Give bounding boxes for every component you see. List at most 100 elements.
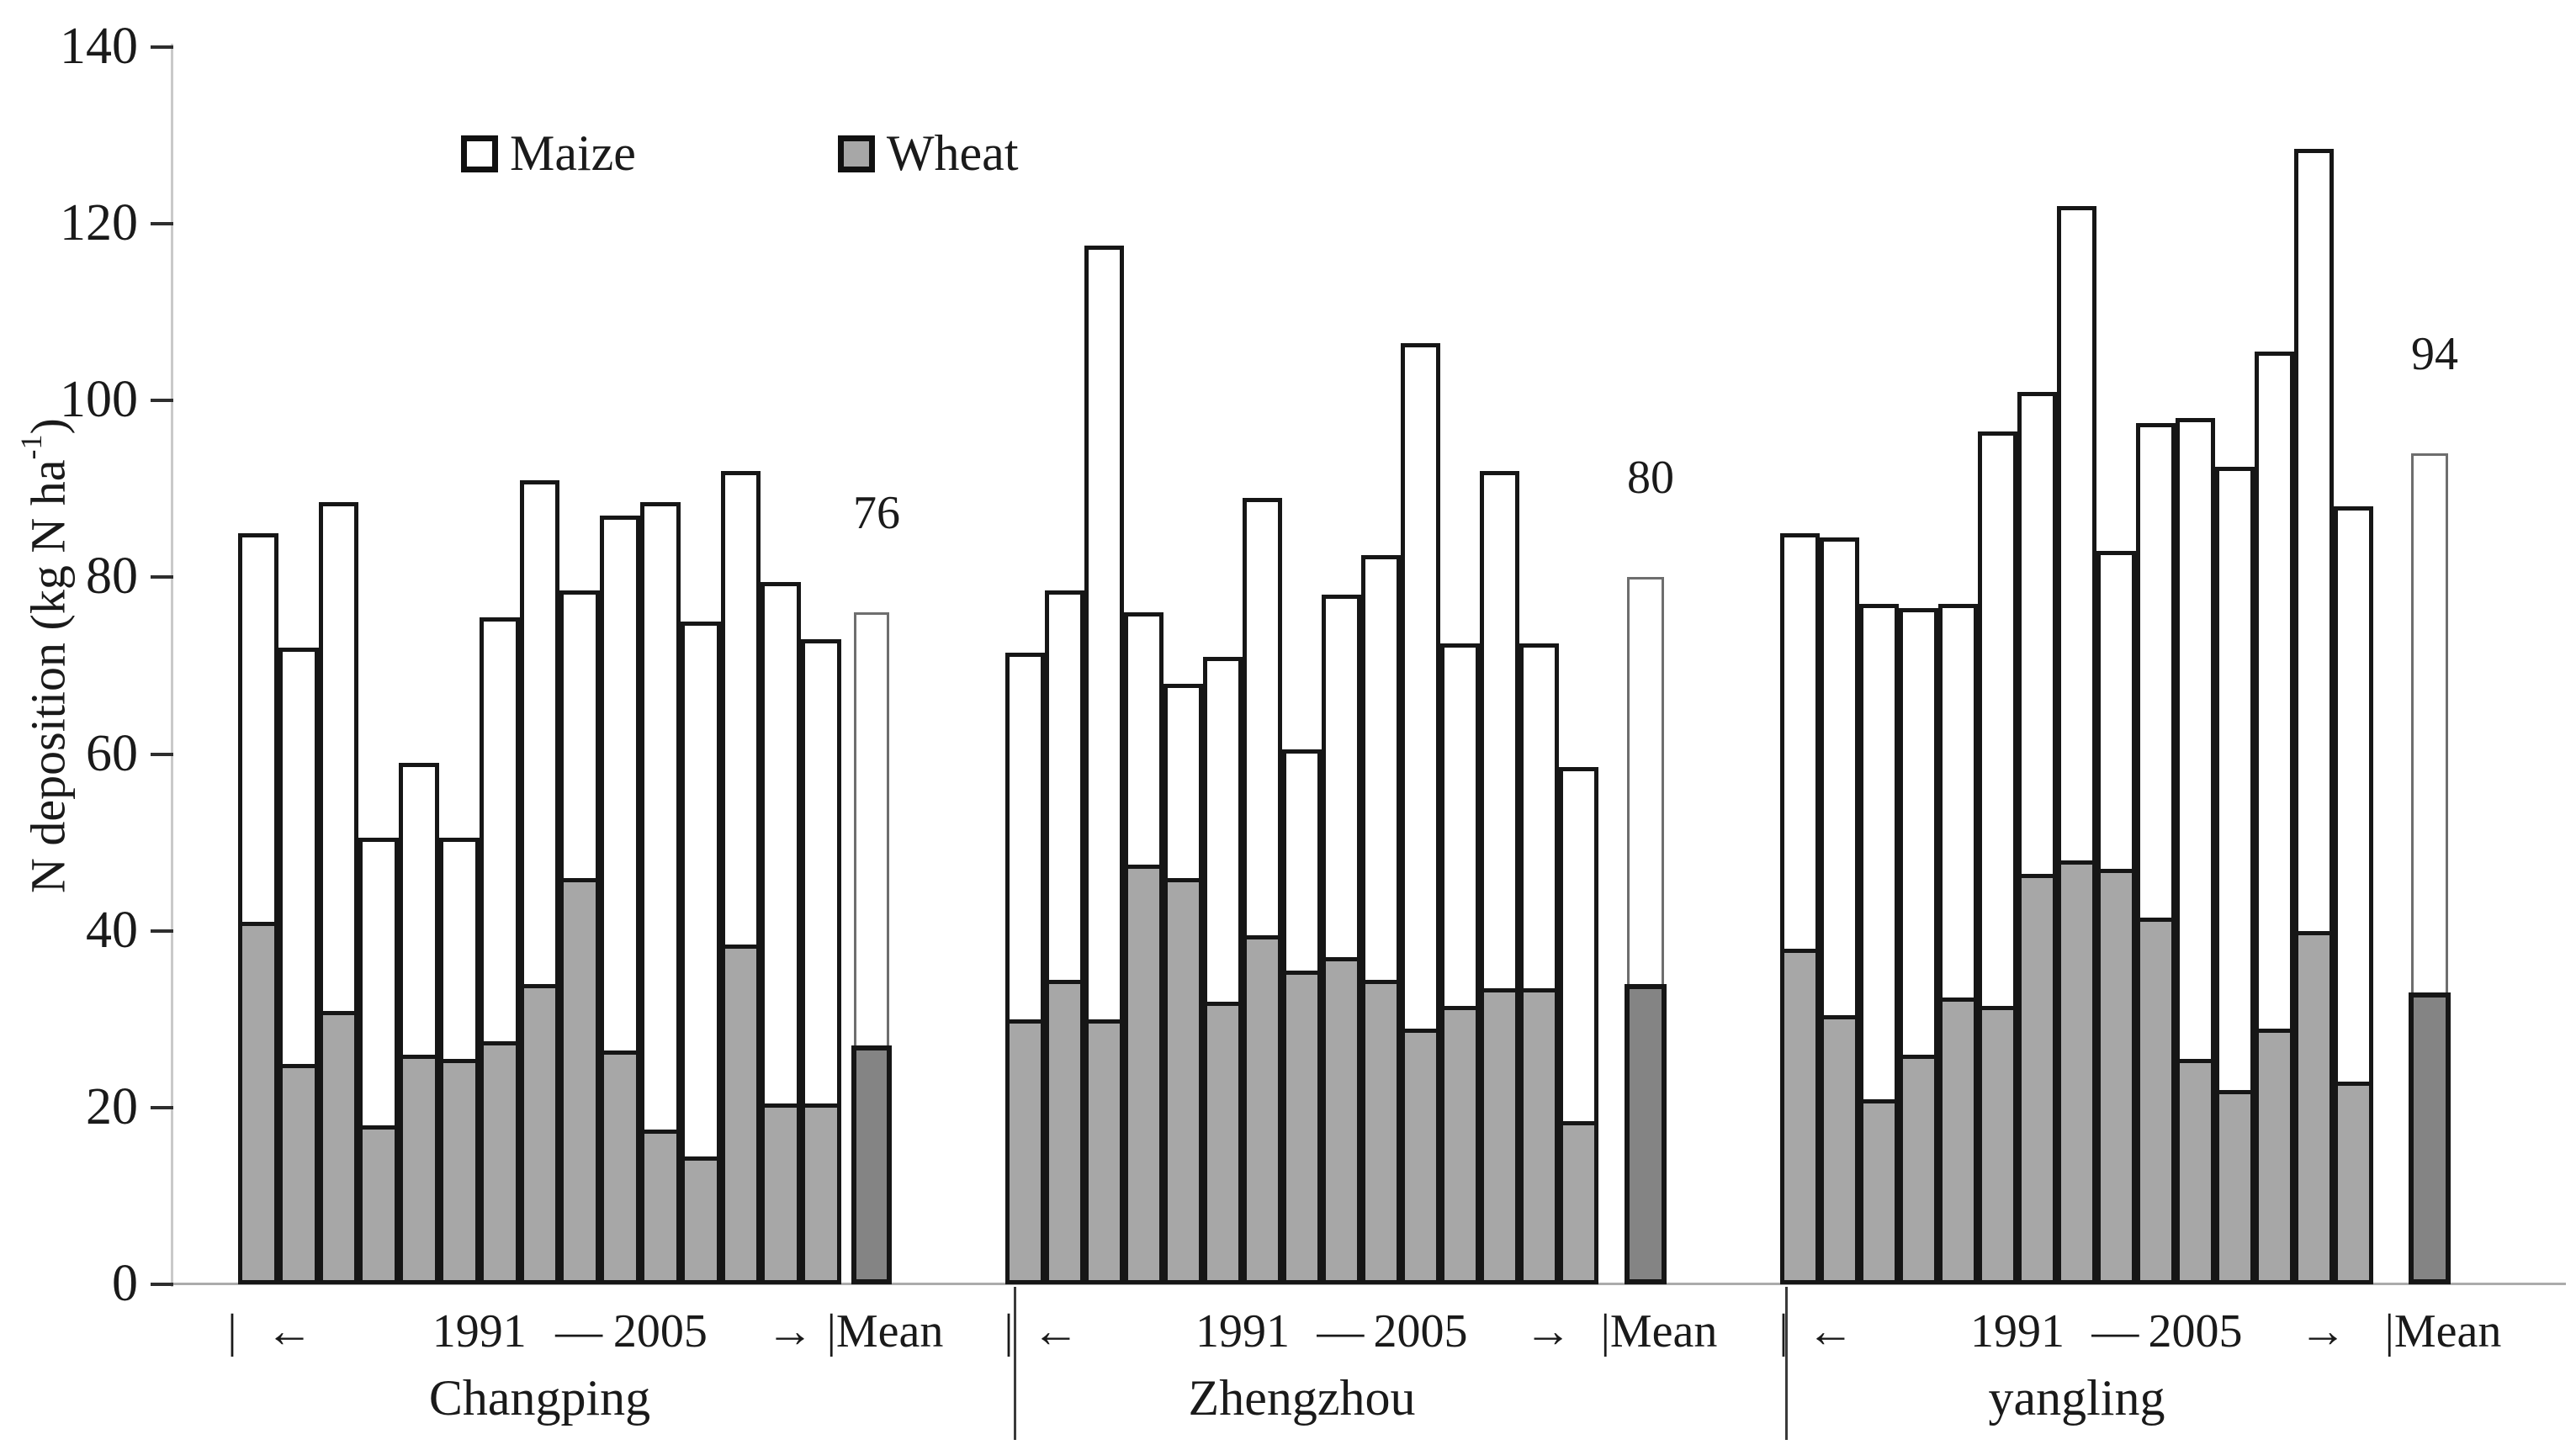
period-left-arrow: ← bbox=[265, 1305, 313, 1357]
stacked-bar bbox=[1243, 497, 1282, 1284]
stacked-bar bbox=[1124, 612, 1163, 1284]
wheat-segment bbox=[1982, 1006, 2013, 1280]
y-axis-tick-label: 60 bbox=[86, 724, 138, 782]
period-start-year: 1991 bbox=[1970, 1305, 2065, 1357]
wheat-segment bbox=[1247, 935, 1278, 1280]
wheat-segment bbox=[242, 922, 274, 1280]
stacked-bar bbox=[1045, 590, 1084, 1284]
legend: Maize Wheat bbox=[461, 124, 1018, 183]
wheat-segment bbox=[2140, 918, 2171, 1280]
wheat-segment bbox=[1824, 1014, 1855, 1280]
wheat-segment bbox=[604, 1050, 636, 1280]
stacked-bar bbox=[1005, 652, 1045, 1284]
stacked-bar bbox=[1899, 608, 1938, 1284]
wheat-segment bbox=[564, 877, 596, 1280]
mean-bar-wheat-segment bbox=[851, 1045, 892, 1284]
wheat-segment bbox=[322, 1010, 355, 1280]
site-label: Zhengzhou bbox=[1188, 1370, 1416, 1426]
wheat-segment bbox=[2298, 930, 2330, 1280]
stacked-bar bbox=[1559, 767, 1598, 1284]
stacked-bar bbox=[559, 590, 601, 1284]
wheat-swatch-icon bbox=[837, 135, 875, 172]
period-start-year: 1991 bbox=[432, 1305, 527, 1357]
period-start-tick: | bbox=[1778, 1305, 1789, 1357]
period-dash: — bbox=[1317, 1305, 1365, 1357]
stacked-bar bbox=[479, 617, 520, 1284]
wheat-segment bbox=[1863, 1098, 1895, 1280]
stacked-bar bbox=[640, 502, 681, 1284]
wheat-segment bbox=[483, 1041, 516, 1280]
stacked-bar bbox=[1820, 537, 1859, 1284]
stacked-bar bbox=[1361, 555, 1401, 1284]
mean-axis-label: |Mean bbox=[2384, 1305, 2502, 1357]
wheat-segment bbox=[2061, 860, 2092, 1280]
stacked-bar bbox=[2136, 422, 2176, 1284]
stacked-bar bbox=[801, 638, 841, 1284]
wheat-segment bbox=[1010, 1019, 1041, 1280]
period-left-arrow: ← bbox=[1031, 1305, 1079, 1357]
stacked-bar bbox=[2176, 418, 2215, 1284]
y-axis-tick-label: 120 bbox=[60, 194, 138, 252]
stacked-bar bbox=[1480, 471, 1519, 1284]
stacked-bar bbox=[1519, 643, 1559, 1284]
stacked-bar bbox=[1401, 342, 1440, 1284]
wheat-segment bbox=[1943, 997, 1974, 1280]
stacked-bar bbox=[680, 621, 721, 1284]
stacked-bar bbox=[399, 763, 439, 1284]
y-axis-tick bbox=[151, 752, 173, 756]
maize-swatch-icon bbox=[461, 135, 498, 172]
section-separator-line bbox=[1785, 1287, 1788, 1440]
period-end-year: 2005 bbox=[612, 1305, 708, 1357]
stacked-bar bbox=[2017, 391, 2057, 1284]
y-axis-tick bbox=[151, 575, 173, 579]
section-separator-line bbox=[1014, 1287, 1016, 1440]
wheat-segment bbox=[1524, 988, 1555, 1280]
wheat-segment bbox=[1444, 1006, 1476, 1280]
y-axis-tick-label: 40 bbox=[86, 901, 138, 959]
wheat-segment bbox=[2101, 869, 2132, 1280]
mean-bar-wheat-segment bbox=[2409, 992, 2451, 1284]
stacked-bar bbox=[1859, 603, 1899, 1284]
wheat-segment bbox=[1089, 1019, 1120, 1280]
mean-bar-wheat-segment bbox=[1625, 983, 1667, 1284]
period-end-year: 2005 bbox=[1373, 1305, 1468, 1357]
wheat-segment bbox=[644, 1130, 676, 1280]
stacked-bar bbox=[1440, 643, 1480, 1284]
legend-item-wheat: Wheat bbox=[837, 124, 1019, 183]
mean-value-label: 94 bbox=[2411, 328, 2458, 381]
wheat-segment bbox=[1286, 971, 1317, 1280]
y-axis-tick-label: 100 bbox=[60, 371, 138, 429]
stacked-bar bbox=[519, 479, 560, 1284]
wheat-segment bbox=[724, 944, 757, 1280]
wheat-segment bbox=[403, 1055, 435, 1280]
stacked-bar bbox=[439, 838, 480, 1284]
period-end-year: 2005 bbox=[2148, 1305, 2243, 1357]
wheat-segment bbox=[2180, 1059, 2211, 1280]
stacked-bar bbox=[358, 838, 400, 1284]
period-right-arrow: → bbox=[766, 1305, 814, 1357]
wheat-segment bbox=[1405, 1028, 1436, 1280]
wheat-segment bbox=[1128, 865, 1159, 1280]
y-axis-tick-label: 20 bbox=[86, 1077, 138, 1135]
period-right-arrow: → bbox=[1524, 1305, 1572, 1357]
legend-item-maize: Maize bbox=[461, 124, 636, 183]
y-axis-tick bbox=[151, 222, 173, 226]
wheat-segment bbox=[1326, 957, 1357, 1280]
y-axis-tick-label: 140 bbox=[60, 18, 138, 75]
y-axis-tick bbox=[151, 399, 173, 403]
y-axis-tick bbox=[151, 45, 173, 49]
wheat-segment bbox=[282, 1063, 315, 1280]
mean-axis-label: |Mean bbox=[1600, 1305, 1718, 1357]
mean-value-label: 76 bbox=[853, 487, 900, 540]
legend-label-wheat: Wheat bbox=[886, 125, 1019, 181]
stacked-bar bbox=[1163, 683, 1203, 1284]
period-start-year: 1991 bbox=[1195, 1305, 1290, 1357]
stacked-bar bbox=[2255, 352, 2294, 1284]
y-axis-tick-label: 0 bbox=[112, 1255, 138, 1312]
wheat-segment bbox=[363, 1125, 395, 1280]
wheat-segment bbox=[1207, 1002, 1238, 1280]
stacked-bar bbox=[2057, 206, 2096, 1284]
stacked-bar bbox=[2294, 148, 2334, 1284]
wheat-segment bbox=[805, 1103, 837, 1280]
